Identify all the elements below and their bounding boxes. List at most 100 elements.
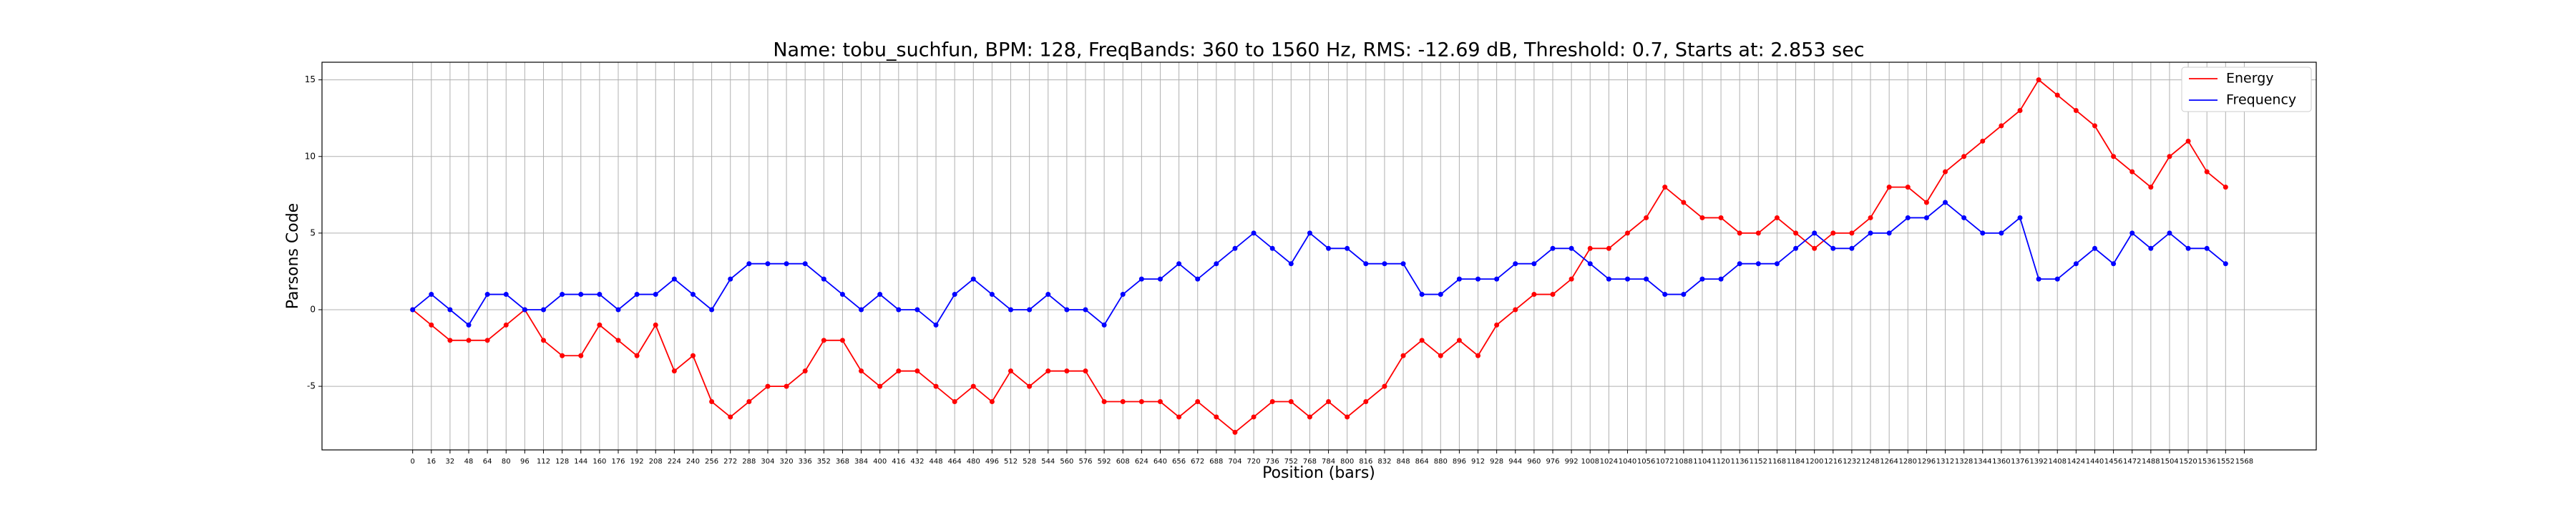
point [1326,399,1332,405]
point [802,368,808,374]
x-tick-label: 528 [1023,458,1036,466]
point [1157,399,1163,405]
point [839,292,845,298]
point [1400,261,1406,267]
point [466,322,472,328]
point [1961,154,1967,160]
point [2223,185,2228,190]
x-tick-label: 400 [873,458,887,466]
point [1363,399,1369,405]
point [1513,307,1518,313]
point [1120,399,1126,405]
point [615,338,621,343]
point [1083,368,1088,374]
point [447,338,453,343]
point [839,338,845,343]
point [1830,230,1836,236]
x-tick-label: 1136 [1730,458,1748,466]
x-tick-label: 832 [1377,458,1391,466]
x-tick-label: 864 [1415,458,1429,466]
point [1662,292,1668,298]
point [1699,276,1705,282]
point [2111,154,2117,160]
x-tick-label: 80 [502,458,511,466]
point [560,353,565,358]
point [671,368,677,374]
point [952,292,957,298]
point [1138,399,1144,405]
x-tick-label: 432 [910,458,924,466]
x-tick-label: 768 [1303,458,1317,466]
x-tick-label: 32 [446,458,455,466]
point [2204,245,2210,251]
x-tick-label: 1088 [1674,458,1692,466]
point [1195,399,1201,405]
point [970,276,976,282]
point [1849,230,1855,236]
legend-label: Frequency [2226,92,2296,108]
point [2185,245,2191,251]
point [671,276,677,282]
point [1419,338,1425,343]
x-tick-label: 144 [574,458,587,466]
point [1345,414,1350,420]
point [1718,215,1724,220]
x-tick-label: 1488 [2142,458,2160,466]
point [1774,215,1780,220]
x-tick-label: 1424 [2067,458,2085,466]
point [728,414,733,420]
point [1755,230,1761,236]
point [1830,245,1836,251]
point [1232,245,1238,251]
x-tick-label: 128 [555,458,569,466]
x-tick-label: 48 [464,458,474,466]
point [484,338,490,343]
point [2204,169,2210,175]
x-tick-label: 816 [1359,458,1372,466]
point [914,307,920,313]
x-tick-label: 1184 [1787,458,1805,466]
point [1307,414,1312,420]
point [447,307,453,313]
point [1363,261,1369,267]
point [1755,261,1761,267]
x-tick-label: 1456 [2104,458,2122,466]
point [2073,107,2079,113]
point [1157,276,1163,282]
x-tick-label: 880 [1434,458,1448,466]
point [1045,368,1051,374]
point [1214,414,1219,420]
point [784,383,789,389]
point [970,383,976,389]
point [1793,245,1799,251]
point [989,399,995,405]
x-tick-label: 448 [929,458,942,466]
x-tick-label: 1056 [1637,458,1655,466]
point [1943,169,1948,175]
point [2054,276,2060,282]
point [1475,276,1481,282]
point [821,338,826,343]
point [1176,261,1182,267]
point [1999,123,2004,129]
point [503,292,509,298]
point [1214,261,1219,267]
series-line [412,201,2226,326]
point [821,276,826,282]
point [1326,245,1332,251]
point [1550,292,1556,298]
x-tick-label: 1248 [1861,458,1879,466]
y-tick-label: 15 [305,74,316,84]
point [2092,123,2097,129]
x-tick-label: 1200 [1805,458,1823,466]
point [410,307,416,313]
point [1568,276,1574,282]
point [877,292,883,298]
point [746,399,752,405]
x-tick-label: 928 [1490,458,1503,466]
point [578,353,584,358]
x-tick-label: 896 [1453,458,1466,466]
x-tick-label: 688 [1209,458,1223,466]
point [541,338,547,343]
point [989,292,995,298]
